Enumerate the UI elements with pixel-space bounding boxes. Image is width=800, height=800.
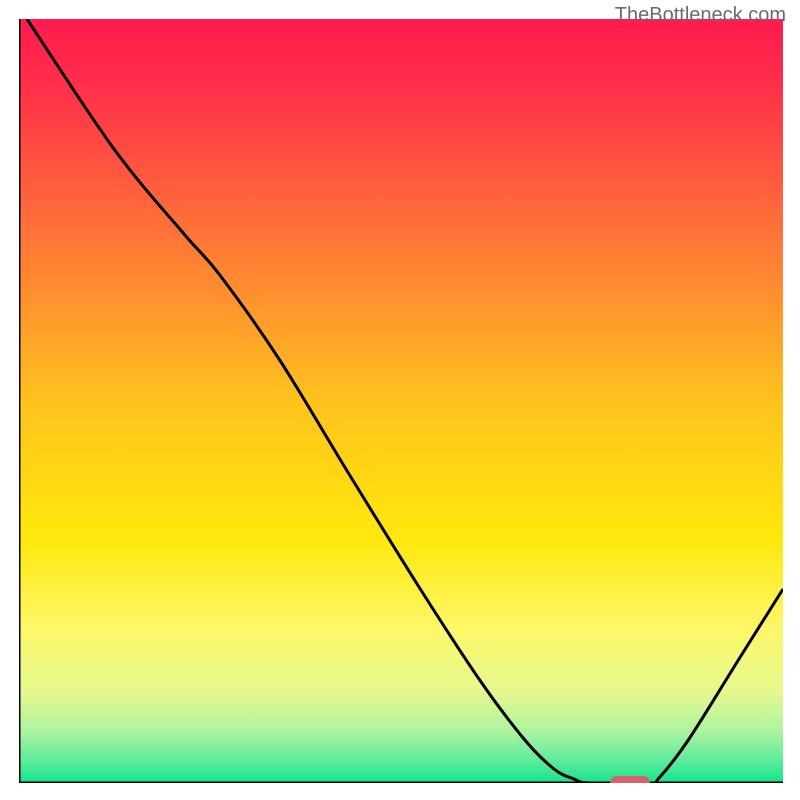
chart-svg xyxy=(19,19,783,783)
watermark-text: TheBottleneck.com xyxy=(615,4,786,27)
optimal-marker xyxy=(610,776,650,783)
bottleneck-chart xyxy=(19,19,783,783)
chart-background xyxy=(19,19,783,783)
